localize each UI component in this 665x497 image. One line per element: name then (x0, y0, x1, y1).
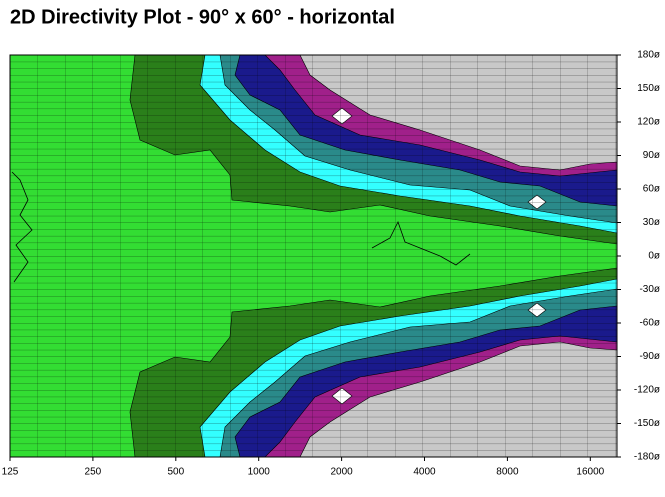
y-tick-label: -30ø (639, 284, 660, 295)
x-tick-label: 125 (2, 467, 19, 478)
y-tick-label: 60ø (643, 184, 660, 195)
minor-grid (10, 55, 617, 457)
x-tick-label: 250 (85, 467, 102, 478)
y-tick-label: -150ø (634, 418, 660, 429)
y-tick-label: 150ø (637, 83, 660, 94)
x-tick-label: 500 (167, 467, 184, 478)
x-tick-label: 4000 (413, 467, 436, 478)
x-tick-label: 8000 (496, 467, 519, 478)
y-tick-label: 90ø (643, 150, 660, 161)
y-tick-label: 0ø (648, 251, 660, 262)
y-tick-label: 120ø (637, 117, 660, 128)
x-tick-label: 16000 (576, 467, 604, 478)
x-tick-label: 2000 (330, 467, 353, 478)
x-tick-label: 1000 (248, 467, 271, 478)
y-tick-label: 180ø (637, 50, 660, 61)
chart-title: 2D Directivity Plot - 90° x 60° - horizo… (10, 6, 395, 28)
y-tick-label: -120ø (634, 385, 660, 396)
y-tick-label: 30ø (643, 217, 660, 228)
y-tick-label: -90ø (639, 351, 660, 362)
y-tick-label: -180ø (634, 452, 660, 463)
y-tick-label: -60ø (639, 318, 660, 329)
